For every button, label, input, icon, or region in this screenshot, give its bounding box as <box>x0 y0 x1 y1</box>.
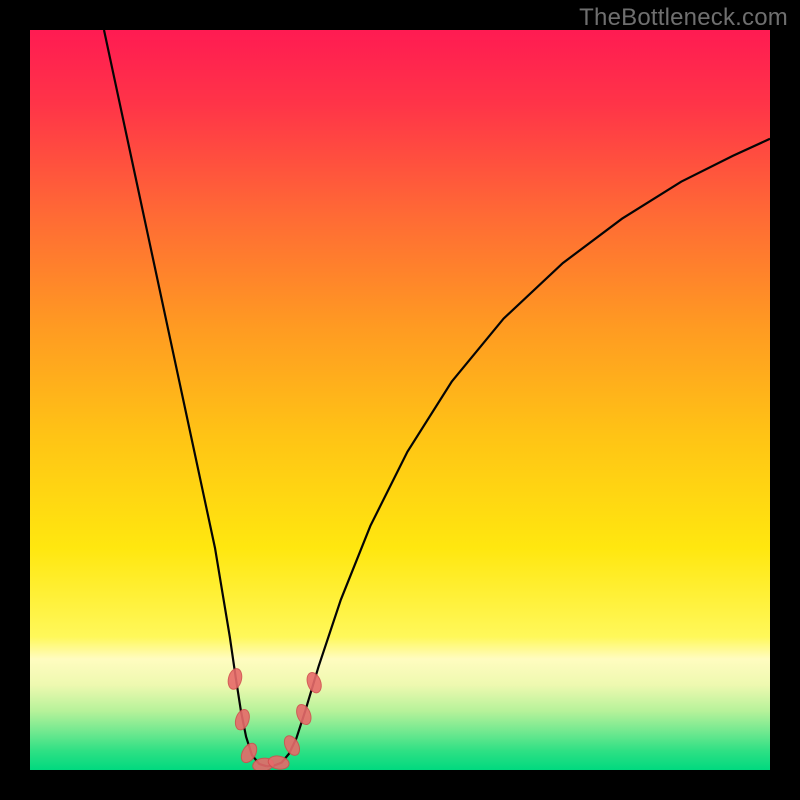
gradient-background <box>30 30 770 770</box>
plot-area <box>30 30 770 770</box>
figure-outer: TheBottleneck.com <box>0 0 800 800</box>
watermark-text: TheBottleneck.com <box>579 4 788 32</box>
